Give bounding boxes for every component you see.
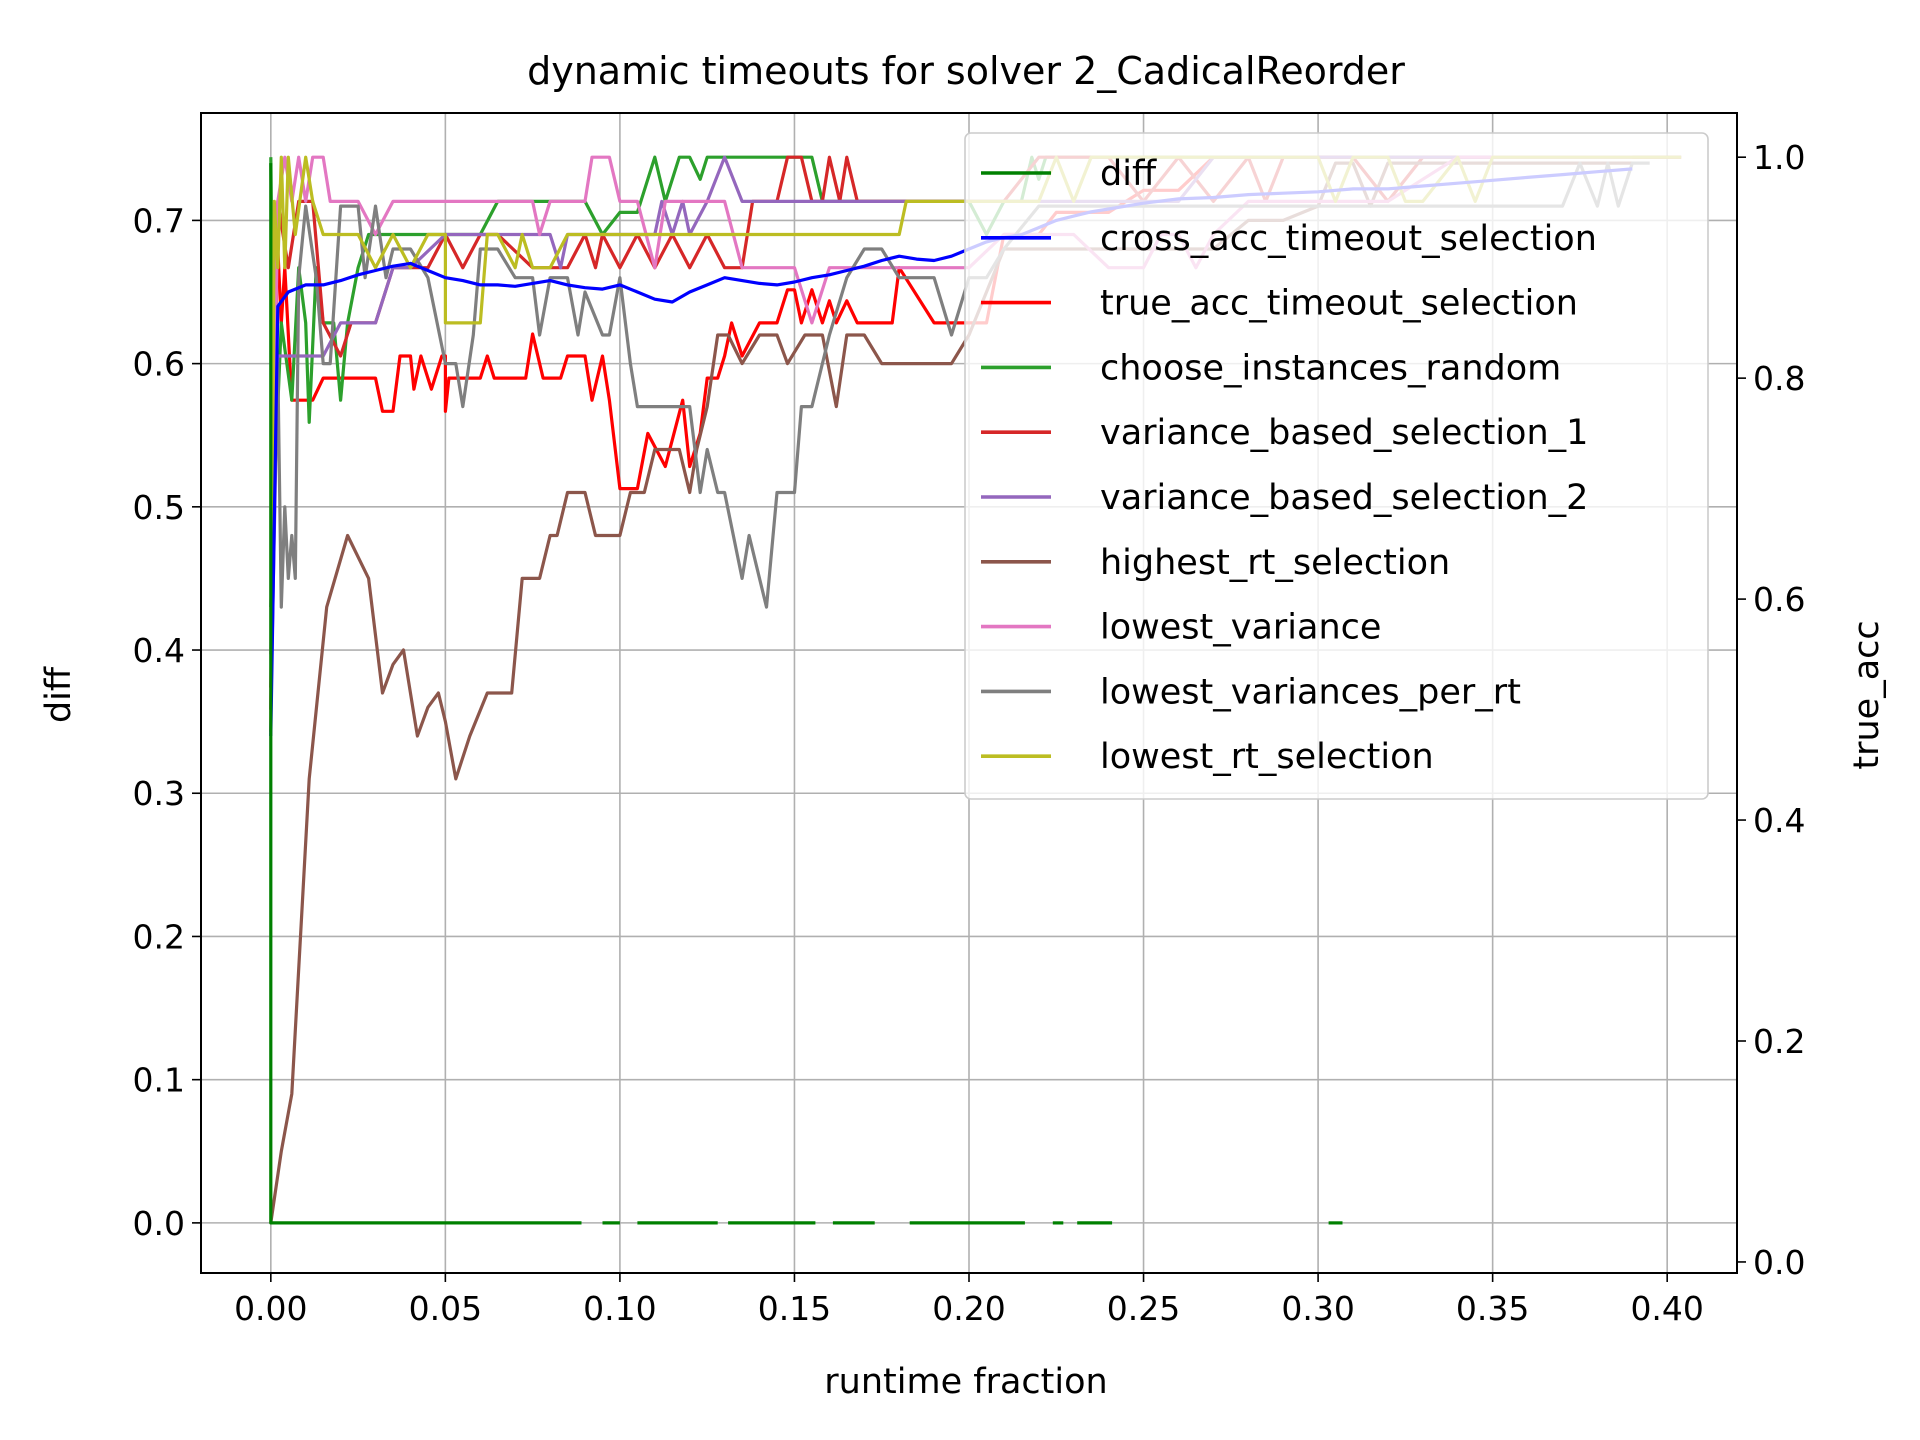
x-tick-label: 0.20 xyxy=(932,1289,1005,1328)
right-y-axis-label: true_acc xyxy=(1847,620,1887,769)
left-y-tick-label: 0.4 xyxy=(133,631,185,670)
left-y-axis-label: diff xyxy=(39,666,79,723)
legend: diff cross_acc_timeout_selection true_acc_… xyxy=(964,132,1709,800)
legend-label: diff xyxy=(1100,154,1157,194)
series-line-diff xyxy=(269,163,582,1225)
left-y-tick-label: 0.1 xyxy=(133,1061,185,1100)
left-y-tick-label: 0.5 xyxy=(133,488,185,527)
right-y-tick-label: 0.4 xyxy=(1753,801,1805,840)
x-tick-label: 0.15 xyxy=(758,1289,831,1328)
legend-label: lowest_variances_per_rt xyxy=(1100,672,1521,712)
x-tick-label: 0.30 xyxy=(1281,1289,1354,1328)
legend-label: variance_based_selection_1 xyxy=(1100,413,1588,453)
x-tick-label: 0.05 xyxy=(409,1289,482,1328)
left-y-tick-label: 0.7 xyxy=(133,201,185,240)
legend-label: true_acc_timeout_selection xyxy=(1100,284,1578,324)
x-tick-label: 0.00 xyxy=(234,1289,307,1328)
left-y-tick-label: 0.6 xyxy=(133,345,185,384)
left-y-tick-label: 0.3 xyxy=(133,774,185,813)
legend-box xyxy=(964,132,1709,800)
right-y-tick-label: 0.8 xyxy=(1753,359,1805,398)
legend-label: variance_based_selection_2 xyxy=(1100,478,1588,518)
legend-label: choose_instances_random xyxy=(1100,348,1561,388)
x-axis-label: runtime fraction xyxy=(824,1362,1107,1402)
x-tick-label: 0.10 xyxy=(583,1289,656,1328)
legend-label: lowest_variance xyxy=(1100,608,1381,648)
left-y-tick-label: 0.0 xyxy=(133,1204,185,1243)
legend-label: highest_rt_selection xyxy=(1100,543,1450,583)
x-tick-label: 0.35 xyxy=(1456,1289,1529,1328)
right-y-axis: 0.0 0.2 0.4 0.6 0.8 1.0 xyxy=(1737,138,1805,1282)
legend-label: cross_acc_timeout_selection xyxy=(1100,219,1597,259)
left-y-tick-label: 0.2 xyxy=(133,917,185,956)
right-y-tick-label: 0.6 xyxy=(1753,580,1805,619)
chart-title: dynamic timeouts for solver 2_CadicalReo… xyxy=(527,49,1405,93)
legend-label: lowest_rt_selection xyxy=(1100,737,1434,777)
right-y-tick-label: 1.0 xyxy=(1753,138,1805,177)
x-tick-label: 0.25 xyxy=(1107,1289,1180,1328)
left-y-axis: 0.0 0.1 0.2 0.3 0.4 0.5 0.6 0.7 xyxy=(133,201,201,1243)
x-tick-label: 0.40 xyxy=(1630,1289,1703,1328)
right-y-tick-label: 0.2 xyxy=(1753,1022,1805,1061)
right-y-tick-label: 0.0 xyxy=(1753,1243,1805,1282)
x-axis: 0.00 0.05 0.10 0.15 0.20 0.25 0.30 0.35 0.40 xyxy=(234,1273,1704,1328)
